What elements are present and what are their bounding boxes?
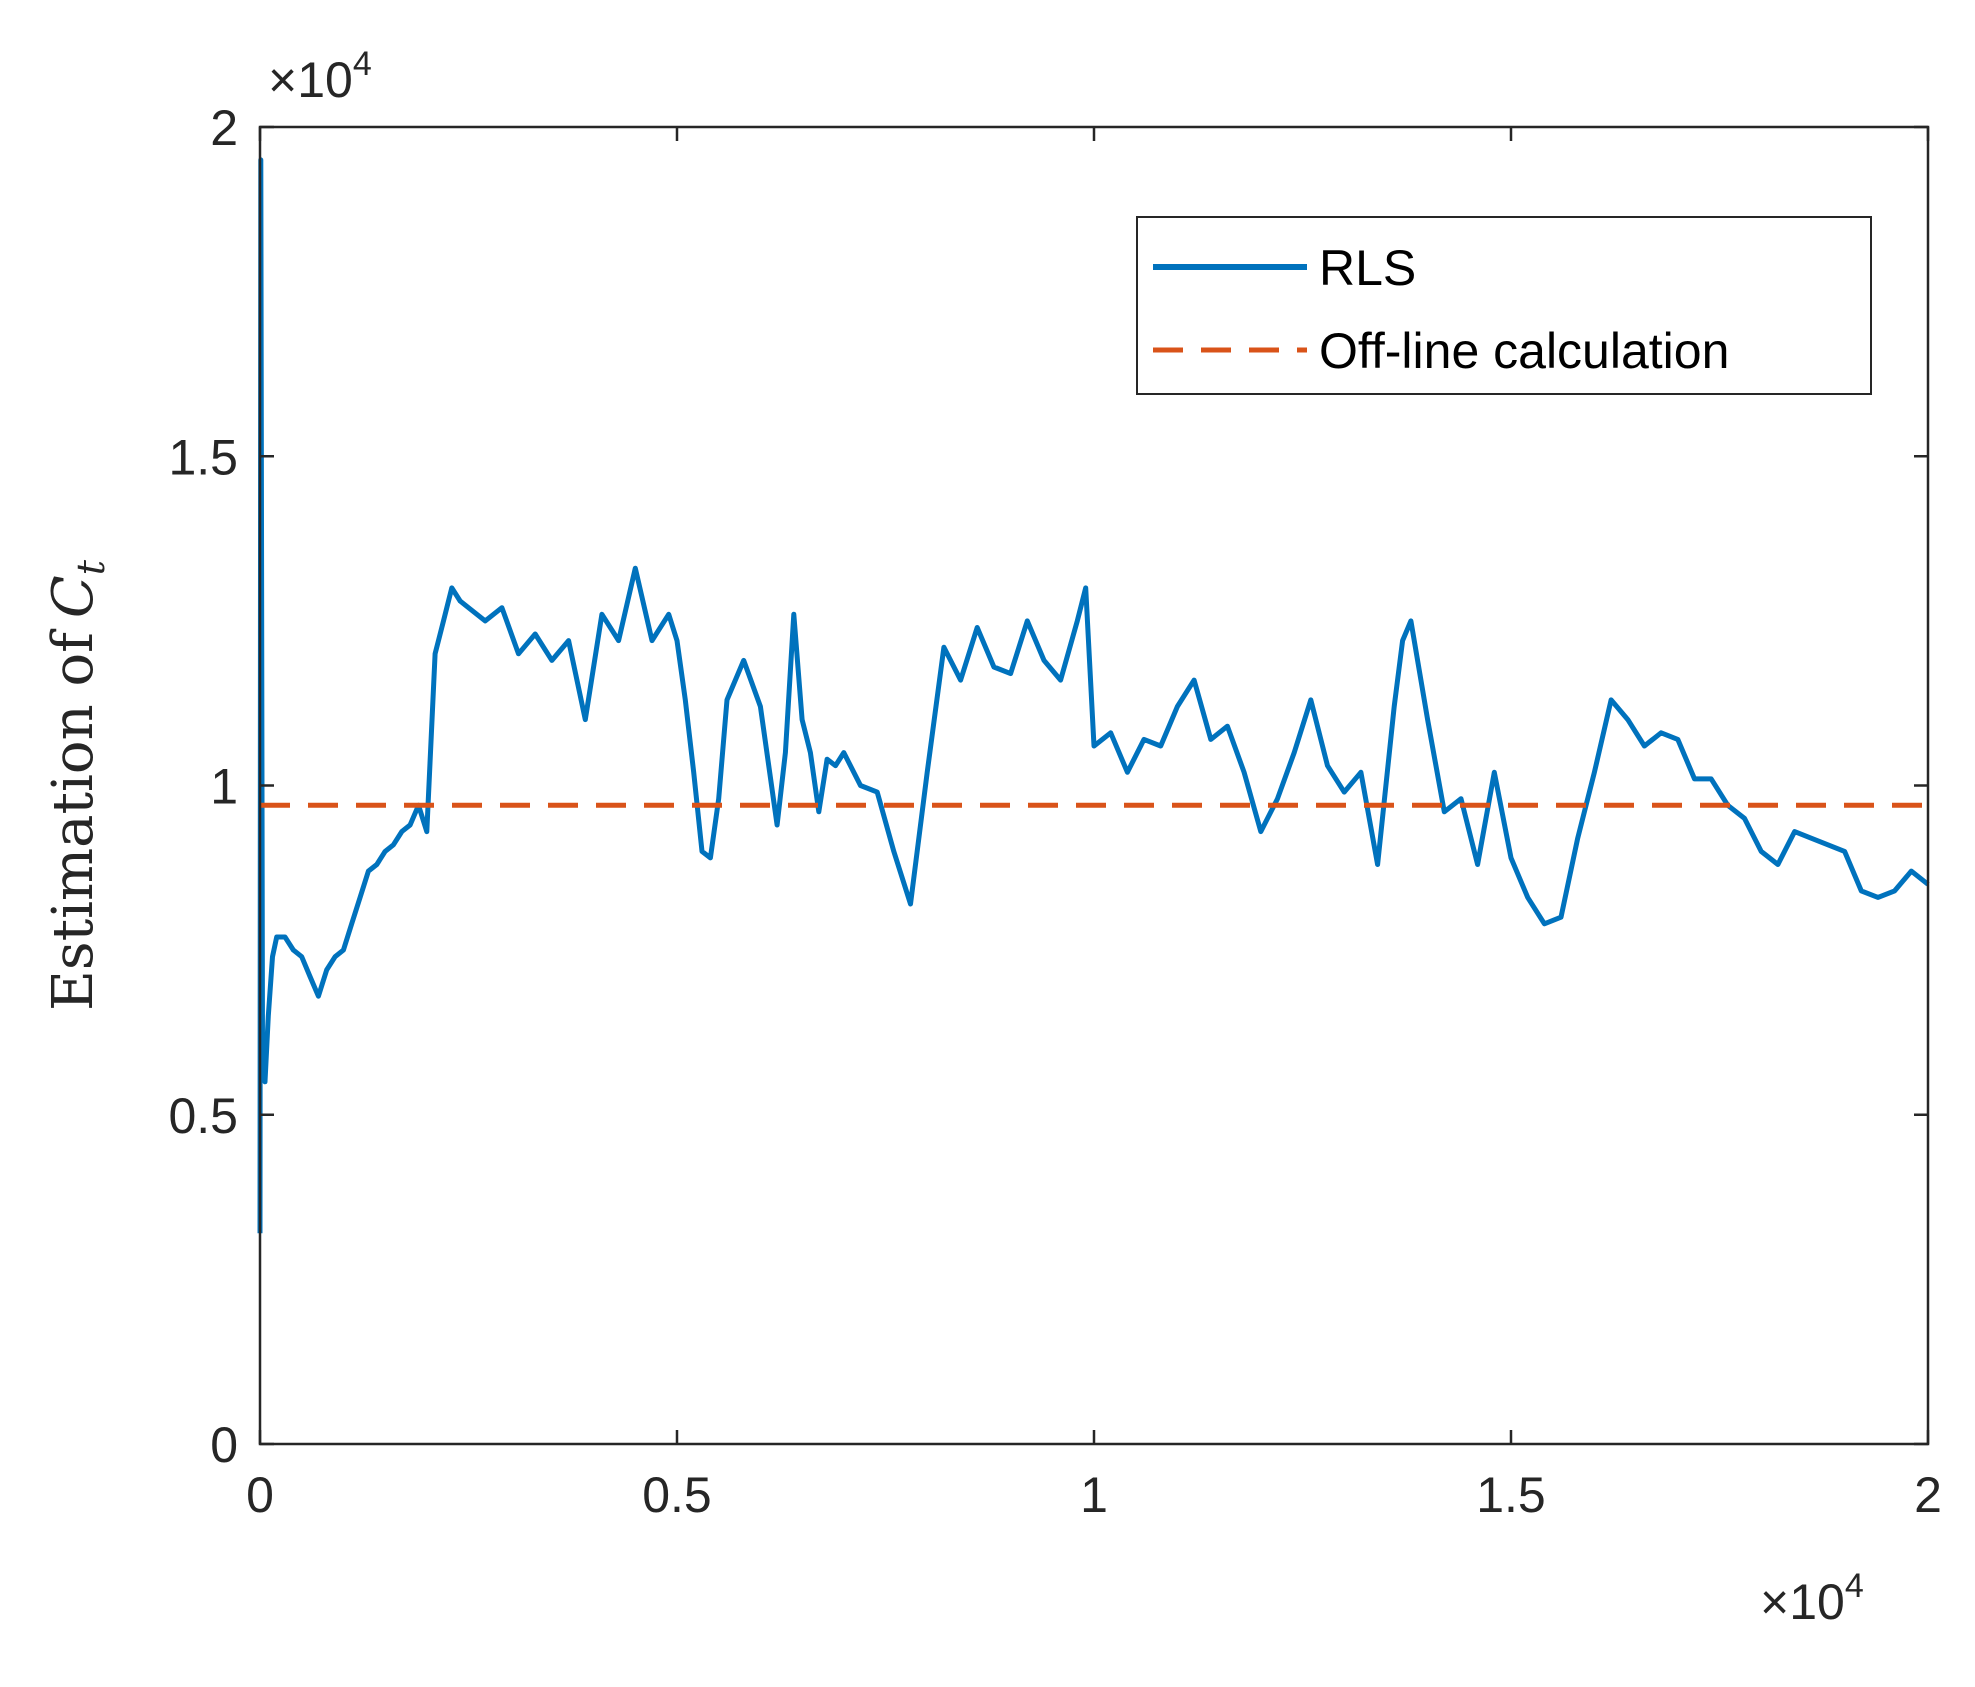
y-tick-label: 2: [210, 100, 238, 156]
y-tick-label: 0.5: [168, 1088, 238, 1144]
y-axis-exponent: ×104: [268, 45, 372, 108]
series-line-rls: [257, 157, 1930, 1234]
x-exponent-power: 4: [1845, 1567, 1864, 1605]
y-exponent-base: ×10: [268, 52, 353, 108]
plot-area: [257, 157, 1930, 1234]
y-axis-label-text: Estimation of: [41, 628, 106, 1011]
legend-label-offline: Off-line calculation: [1319, 323, 1729, 379]
x-tick-label: 1.5: [1476, 1467, 1546, 1523]
y-axis-label-symbol: C: [41, 575, 106, 618]
y-axis-label: Estimation of Ct: [41, 559, 113, 1011]
axis-ticks: [258, 125, 1930, 1446]
x-tick-label: 0.5: [642, 1467, 712, 1523]
x-tick-label: 2: [1914, 1467, 1942, 1523]
tick-labels: 0 0.5 1 1.5 2 0 0.5 1 1.5 2: [168, 100, 1941, 1523]
y-exponent-power: 4: [353, 45, 372, 83]
x-axis-exponent: ×104: [1760, 1567, 1864, 1630]
x-tick-label: 1: [1080, 1467, 1108, 1523]
y-tick-label: 0: [210, 1417, 238, 1473]
legend-box: [1136, 216, 1872, 395]
legend: RLS Off-line calculation: [1136, 216, 1872, 395]
y-axis-label-subscript: t: [69, 559, 113, 575]
y-tick-label: 1.5: [168, 429, 238, 485]
x-exponent-base: ×10: [1760, 1574, 1845, 1630]
y-tick-label: 1: [210, 759, 238, 815]
x-tick-label: 0: [246, 1467, 274, 1523]
legend-label-rls: RLS: [1319, 240, 1416, 296]
